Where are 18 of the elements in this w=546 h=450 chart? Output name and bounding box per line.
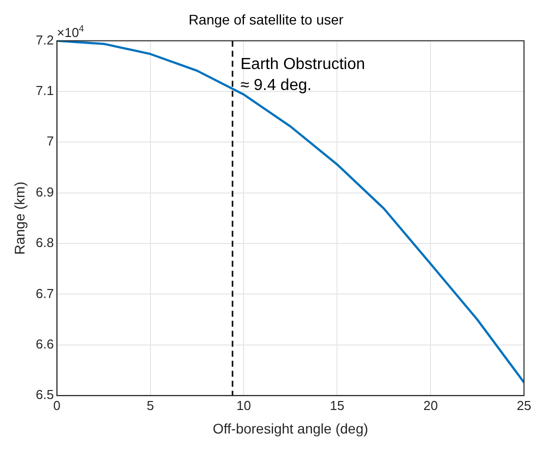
y-tick-label: 6.8 <box>36 235 54 250</box>
chart-title: Range of satellite to user <box>188 11 344 28</box>
y-tick-label: 7.1 <box>36 83 54 98</box>
x-axis-title: Off-boresight angle (deg) <box>212 420 368 436</box>
x-tick-label: 0 <box>53 398 60 413</box>
y-tick-label: 7.2 <box>36 32 54 48</box>
x-tick-label: 5 <box>146 398 154 413</box>
x-tick-label: 15 <box>330 398 344 413</box>
y-axis-title: Range (km) <box>11 182 28 255</box>
y-tick-label: 6.7 <box>36 286 54 301</box>
x-tick-label: 20 <box>423 398 438 413</box>
y-tick-label: 7 <box>46 134 54 149</box>
ref-line-label: Earth Obstruction ≈ 9.4 deg. <box>240 56 366 94</box>
x-tick-label: 10 <box>236 398 251 413</box>
y-tick-label: 6.5 <box>36 387 54 402</box>
y-tick-label: 6.9 <box>36 184 54 200</box>
y-tick-label: 6.6 <box>36 336 54 352</box>
x-tick-label: 25 <box>516 398 532 413</box>
